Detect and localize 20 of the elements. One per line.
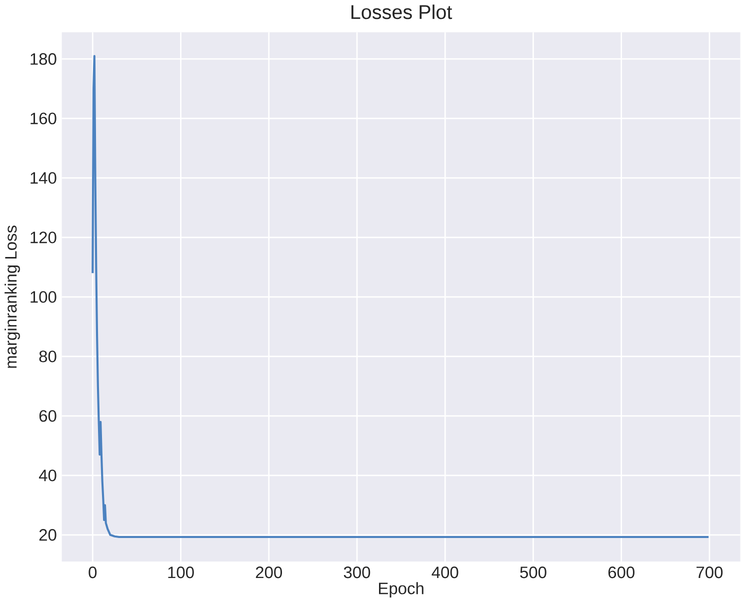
chart-title: Losses Plot: [351, 4, 452, 20]
y-axis-title: marginranking Loss: [4, 226, 20, 368]
y-tick-label: 180: [30, 53, 56, 65]
y-tick-label: 120: [30, 232, 56, 244]
x-tick-label: 600: [608, 566, 634, 578]
y-tick-label: 60: [39, 410, 56, 422]
y-tick-label: 160: [30, 112, 56, 124]
y-tick-label: 40: [38, 470, 56, 482]
y-tick-label: 20: [39, 529, 56, 541]
x-tick-label: 0: [88, 566, 97, 578]
y-tick-label: 80: [39, 350, 56, 362]
x-tick-label: 100: [168, 566, 194, 578]
y-tick-label: 100: [30, 291, 56, 303]
x-tick-label: 300: [344, 566, 370, 578]
x-axis-title: Epoch: [379, 582, 424, 598]
x-tick-label: 400: [432, 566, 458, 578]
y-tick-label: 140: [30, 172, 56, 184]
x-tick-label: 500: [520, 566, 546, 578]
x-tick-label: 700: [696, 566, 723, 578]
x-tick-label: 200: [256, 566, 282, 578]
